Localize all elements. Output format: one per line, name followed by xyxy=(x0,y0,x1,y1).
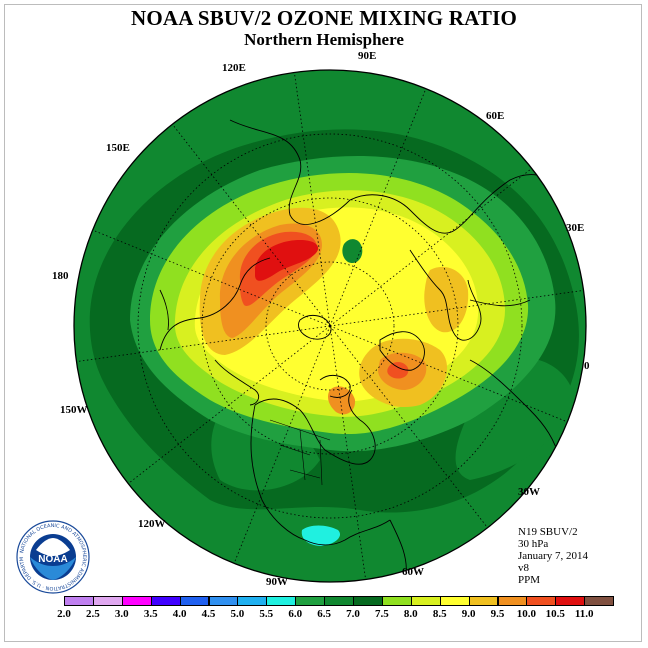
colorbar-tick-label: 10.5 xyxy=(545,608,565,620)
latitude-circle-1 xyxy=(265,261,395,391)
meridian-0 xyxy=(329,289,584,327)
lon-label-90w: 90W xyxy=(266,576,288,588)
colorbar-cell xyxy=(150,596,181,606)
noaa-logo: NATIONAL OCEANIC AND ATMOSPHERIC ADMINIS… xyxy=(16,520,90,594)
colorbar-cell xyxy=(266,596,297,606)
map-subtitle: Northern Hemisphere xyxy=(244,30,404,49)
map-title: NOAA SBUV/2 OZONE MIXING RATIO xyxy=(131,6,517,30)
colorbar-cell xyxy=(353,596,383,606)
colorbar-tick-label: 8.0 xyxy=(403,608,418,620)
lon-label-30w: 30W xyxy=(518,486,540,498)
colorbar-tick-label: 2.5 xyxy=(86,608,100,620)
colorbar-tick-label: 11.0 xyxy=(574,608,594,620)
logo-text: NOAA xyxy=(38,554,67,565)
coast-arctic-islands xyxy=(298,314,332,340)
colorbar-cell xyxy=(295,596,326,606)
coast-africa xyxy=(469,359,561,461)
coast-america-west xyxy=(250,404,306,541)
colorbar-cell xyxy=(526,596,557,606)
meridian-6 xyxy=(76,325,331,363)
colorbar-cell xyxy=(208,596,239,606)
colorbar-tick-label: 8.5 xyxy=(432,608,447,620)
colorbar-cell xyxy=(121,596,152,606)
meridian-2 xyxy=(329,325,488,528)
colorbar-cell xyxy=(179,596,210,606)
colorbar-cell xyxy=(439,596,470,606)
lon-label-120w: 120W xyxy=(138,518,166,530)
meridian-9 xyxy=(293,72,331,327)
meridian-4 xyxy=(233,325,331,564)
lon-label-0: 0 xyxy=(584,360,590,372)
meridian-11 xyxy=(329,168,532,327)
colorbar-tick-label: 2.0 xyxy=(57,608,71,620)
lon-label-30e: 30E xyxy=(566,222,585,234)
map-boundary xyxy=(73,69,587,583)
colorbar-cell xyxy=(64,596,94,606)
coast-alaska xyxy=(214,359,260,406)
colorbar-tick-label: 4.5 xyxy=(201,608,216,620)
colorbar-cell xyxy=(92,596,123,606)
lon-label-60w: 60W xyxy=(402,566,424,578)
coast-mediterranean xyxy=(469,299,531,307)
colorbar-cell xyxy=(555,596,586,606)
coast-japan xyxy=(159,289,169,331)
meridian-5 xyxy=(128,325,331,484)
meridian-3 xyxy=(329,325,367,580)
colorbar-cell xyxy=(584,596,615,606)
colorbar-cell xyxy=(497,596,528,606)
colorbar-cell xyxy=(381,596,412,606)
colorbar-tick-label: 5.5 xyxy=(259,608,274,620)
colorbar-tick-label: 10.0 xyxy=(516,608,537,620)
colorbar-tick-label: 6.0 xyxy=(288,608,303,620)
colorbar-tick-label: 7.0 xyxy=(346,608,360,620)
colorbar-tick-label: 9.5 xyxy=(490,608,505,620)
colorbar-tick-label: 7.5 xyxy=(375,608,389,620)
coast-europe xyxy=(409,249,482,341)
meridian-7 xyxy=(92,229,331,327)
info-version: v8 xyxy=(518,562,529,574)
lon-label-90e: 90E xyxy=(358,50,377,62)
contour-low-siberia xyxy=(342,239,363,264)
latitude-circle-2 xyxy=(201,197,459,455)
us-borders xyxy=(269,419,331,486)
coast-hudson xyxy=(319,374,351,398)
colorbar-tick-label: 9.0 xyxy=(461,608,476,620)
graticule xyxy=(76,72,584,580)
lon-label-150w: 150W xyxy=(60,404,88,416)
colorbar-tick-label: 3.0 xyxy=(114,608,129,620)
meridian-8 xyxy=(172,124,331,327)
colorbar-tick-label: 5.0 xyxy=(230,608,245,620)
meridian-10 xyxy=(329,88,427,327)
lon-label-180: 180 xyxy=(52,270,69,282)
colorbar-cell xyxy=(468,596,499,606)
colorbar-cell xyxy=(237,596,268,606)
info-date: January 7, 2014 xyxy=(518,550,588,562)
colorbar-tick-label: 6.5 xyxy=(317,608,331,620)
coast-asia xyxy=(229,119,561,234)
info-units: PPM xyxy=(518,574,541,586)
lon-label-150e: 150E xyxy=(106,142,130,154)
info-level: 30 hPa xyxy=(518,538,549,550)
coast-east-asia xyxy=(159,257,271,351)
coast-central-america xyxy=(304,519,391,546)
product-info: N19 SBUV/2 30 hPa January 7, 2014 v8 PPM xyxy=(518,526,588,586)
contour-5-5-caribbean xyxy=(301,525,341,546)
colorbar-tick-label: 3.5 xyxy=(143,608,158,620)
colorbar-cell xyxy=(324,596,354,606)
coast-greenland xyxy=(379,331,425,371)
colorbar-tick-label: 4.0 xyxy=(172,608,187,620)
colorbar-cell xyxy=(410,596,441,606)
contour-9-5-europe xyxy=(424,266,469,333)
info-instrument: N19 SBUV/2 xyxy=(518,526,578,538)
latitude-circle-3 xyxy=(137,133,523,519)
coast-north-america xyxy=(254,389,376,465)
lon-label-120e: 120E xyxy=(222,62,246,74)
contour-10-5-atlantic xyxy=(387,362,409,379)
meridian-1 xyxy=(329,325,568,423)
lon-label-60e: 60E xyxy=(486,110,505,122)
